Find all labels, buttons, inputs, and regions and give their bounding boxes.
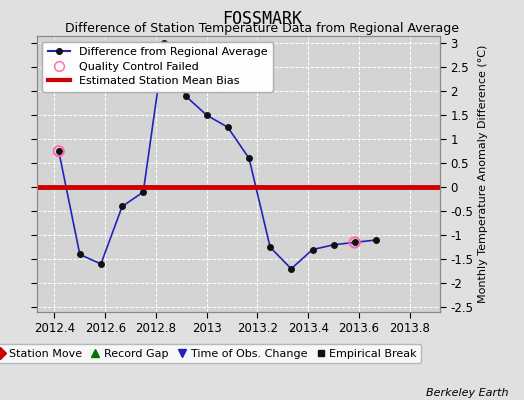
Point bbox=[54, 148, 63, 154]
Text: Berkeley Earth: Berkeley Earth bbox=[426, 388, 508, 398]
Text: Difference of Station Temperature Data from Regional Average: Difference of Station Temperature Data f… bbox=[65, 22, 459, 35]
Point bbox=[351, 239, 359, 246]
Legend: Station Move, Record Gap, Time of Obs. Change, Empirical Break: Station Move, Record Gap, Time of Obs. C… bbox=[0, 344, 421, 363]
Text: FOSSMARK: FOSSMARK bbox=[222, 10, 302, 28]
Y-axis label: Monthly Temperature Anomaly Difference (°C): Monthly Temperature Anomaly Difference (… bbox=[478, 45, 488, 303]
